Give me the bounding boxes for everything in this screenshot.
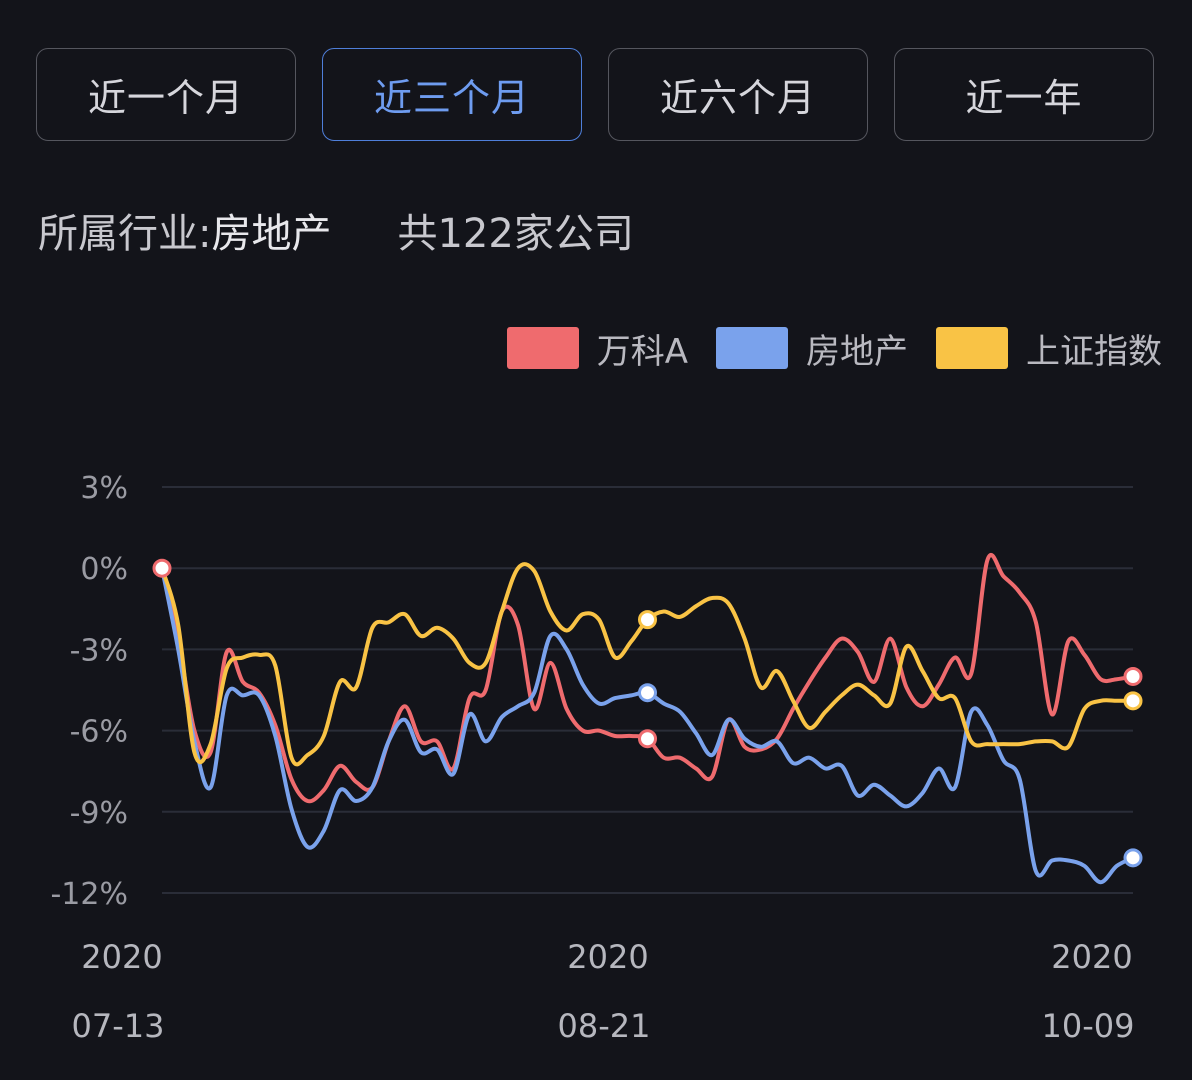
series-marker	[638, 610, 657, 630]
series-marker	[1123, 666, 1143, 686]
x-tick-date: 08-21	[558, 1007, 651, 1045]
tab-label: 近三个月	[373, 76, 530, 120]
y-tick-label: 0%	[80, 552, 128, 587]
y-tick-label: -12%	[50, 877, 128, 912]
tab-label: 近六个月	[659, 76, 816, 120]
x-tick-year: 2020	[567, 938, 648, 976]
legend-item-vanke[interactable]: 万科A	[506, 324, 688, 373]
y-axis: 3% 0% -3% -6% -9% -12%	[50, 471, 128, 912]
y-tick-label: -6%	[70, 715, 128, 750]
legend-swatch	[936, 327, 1008, 369]
series-marker	[1123, 691, 1143, 711]
legend-item-sse-index[interactable]: 上证指数	[936, 324, 1162, 373]
legend-label: 上证指数	[1026, 331, 1162, 372]
tab-1-month[interactable]: 近一个月	[36, 48, 296, 141]
x-tick-date: 07-13	[72, 1007, 165, 1045]
y-tick-label: 3%	[80, 471, 128, 506]
y-tick-label: -3%	[70, 633, 128, 668]
industry-name: 房地产	[211, 211, 332, 257]
y-tick-label: -9%	[70, 796, 128, 831]
period-tabs: 近一个月 近三个月 近六个月 近一年	[36, 48, 1156, 143]
company-count: 共122家公司	[397, 211, 634, 257]
tab-6-months[interactable]: 近六个月	[608, 48, 868, 141]
industry-info: 所属行业: 房地产 共122家公司	[38, 200, 634, 260]
series-marker	[638, 683, 657, 703]
chart-legend: 万科A 房地产 上证指数	[479, 324, 1162, 373]
tab-label: 近一年	[965, 76, 1083, 120]
x-tick-date: 10-09	[1042, 1007, 1135, 1045]
legend-item-real-estate[interactable]: 房地产	[716, 324, 908, 373]
legend-label: 万科A	[596, 331, 688, 372]
tab-1-year[interactable]: 近一年	[894, 48, 1154, 141]
x-tick-year: 2020	[81, 938, 162, 976]
start-marker	[152, 558, 172, 578]
tab-label: 近一个月	[87, 76, 244, 120]
legend-swatch	[716, 327, 788, 369]
series-line	[160, 552, 1135, 804]
series-marker	[1123, 848, 1143, 868]
series-marker	[638, 729, 657, 749]
legend-label: 房地产	[806, 331, 908, 372]
series-lines	[160, 552, 1135, 885]
tab-3-months[interactable]: 近三个月	[322, 48, 582, 141]
industry-prefix: 所属行业:	[38, 211, 212, 257]
x-tick-year: 2020	[1051, 938, 1132, 976]
x-axis: 2020 07-13 2020 08-21 2020 10-09	[72, 938, 1135, 1045]
series-markers	[152, 558, 1143, 868]
legend-swatch	[506, 327, 579, 369]
